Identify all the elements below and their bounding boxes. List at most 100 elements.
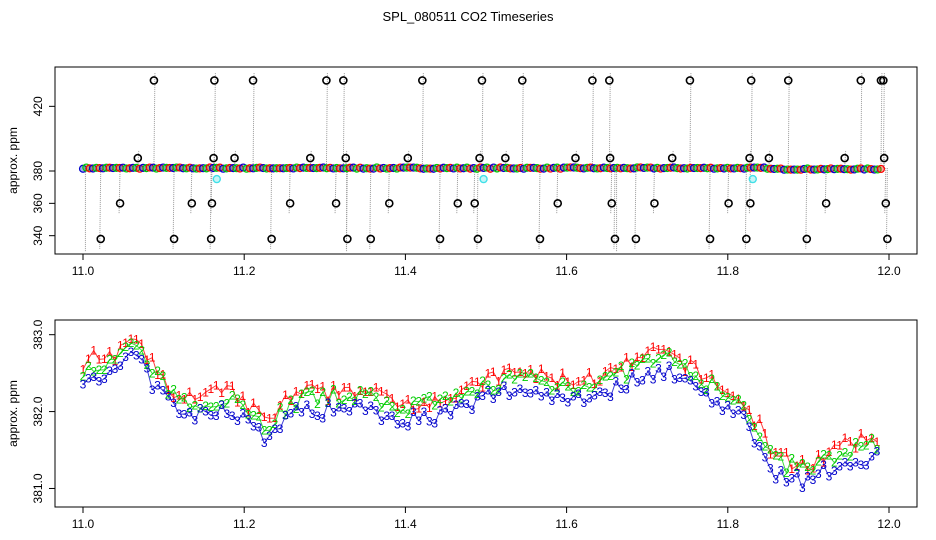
series-3-point: 3 (506, 389, 513, 403)
series-3-point: 3 (218, 398, 225, 412)
outlier-point (631, 234, 641, 244)
series-1-point: 1 (282, 388, 289, 402)
series-2-point: 2 (708, 372, 715, 386)
top-y-tick-label: 420 (31, 96, 45, 116)
series-3-point: 3 (463, 397, 470, 411)
series-3-point: 3 (106, 364, 113, 378)
series-3-point: 3 (394, 417, 401, 431)
series-2-point: 2 (309, 384, 316, 398)
series-3-point: 3 (868, 450, 875, 464)
spike-line (884, 168, 887, 214)
spike-line (342, 72, 345, 169)
series-2-point: 2 (852, 436, 859, 450)
series-2-point: 2 (474, 387, 481, 401)
series-2-point: 2 (639, 352, 646, 366)
series-2-point: 2 (799, 456, 806, 470)
series-3-point: 3 (842, 455, 849, 469)
series-1-point: 1 (591, 377, 598, 391)
outlier-point (783, 76, 793, 85)
series-1-point: 1 (618, 360, 625, 374)
series-1-point: 1 (719, 383, 726, 397)
outlier-point (821, 199, 831, 208)
series-2-point: 2 (772, 449, 779, 463)
series-2-point: 2 (703, 383, 710, 397)
top-y-tick-label: 340 (31, 225, 45, 245)
series-3-point: 3 (788, 472, 795, 486)
series-1-point: 1 (724, 386, 731, 400)
series-3-point: 3 (255, 421, 262, 435)
series-3-point: 3 (133, 348, 140, 362)
series-3-point: 3 (314, 409, 321, 423)
series-3-point: 3 (90, 370, 97, 384)
series-2-point: 2 (394, 406, 401, 420)
series-2-point: 2 (756, 430, 763, 444)
bottom-y-axis-label: approx. ppm (6, 380, 20, 447)
series-3-point: 3 (650, 373, 657, 387)
series-3-point: 3 (447, 409, 454, 423)
series-2-point: 2 (650, 356, 657, 370)
series-1-point: 1 (373, 381, 380, 395)
series-1-point: 1 (240, 389, 247, 403)
top-x-tick-label: 11.6 (555, 264, 578, 278)
series-1-point: 1 (874, 435, 881, 449)
outlier-point (248, 76, 258, 85)
series-3-point: 3 (820, 458, 827, 472)
series-2-point: 2 (559, 375, 566, 389)
series-1-point: 1 (511, 365, 518, 379)
series-3-point: 3 (634, 375, 641, 389)
series-2-point: 2 (389, 399, 396, 413)
series-3-point: 3 (591, 388, 598, 402)
series-3-point: 3 (325, 396, 332, 410)
outlier-point (206, 234, 216, 244)
series-3-point: 3 (501, 379, 508, 393)
series-1-point: 1 (144, 353, 151, 367)
series-2-point: 2 (778, 449, 785, 463)
series-1-point: 1 (868, 431, 875, 445)
outlier-point (742, 234, 751, 244)
series-2-point: 2 (287, 393, 294, 407)
spike-line (288, 168, 291, 214)
outlier-point (470, 199, 480, 208)
series-2-point: 2 (245, 407, 252, 421)
outlier-point (187, 199, 197, 208)
bottom-y-tick-label: 382.0 (31, 396, 45, 426)
series-1-point: 1 (842, 431, 849, 445)
series-2-point: 2 (660, 348, 667, 362)
series-3-point: 3 (612, 374, 619, 388)
series-3-point: 3 (474, 389, 481, 403)
series-1-point: 1 (756, 412, 763, 426)
series-2-point: 2 (788, 451, 795, 465)
series-2-point: 2 (469, 384, 476, 398)
series-2-point: 2 (581, 378, 588, 392)
series-2-point: 2 (80, 369, 87, 383)
series-1-point: 1 (213, 379, 220, 393)
spike-line (521, 72, 524, 169)
series-1-point: 1 (565, 375, 572, 389)
series-1-point: 1 (522, 367, 529, 381)
outlier-point (607, 199, 617, 208)
series-2-point: 2 (698, 377, 705, 391)
series-3-point: 3 (442, 401, 449, 415)
series-1-point: 1 (138, 337, 145, 351)
series-2-point: 2 (96, 363, 103, 377)
series-2-point: 2 (202, 399, 209, 413)
series-1-point: 1 (160, 367, 167, 381)
series-3-point: 3 (234, 414, 241, 428)
series-1-point: 1 (367, 385, 374, 399)
top-y-tick-label: 380 (31, 161, 45, 181)
series-3-point: 3 (495, 385, 502, 399)
series-1-point: 1 (192, 393, 199, 407)
series-1-point: 1 (250, 396, 257, 410)
series-2-point: 2 (575, 385, 582, 399)
series-3-point: 3 (858, 458, 865, 472)
series-1-point: 1 (437, 396, 444, 410)
series-1-point: 1 (383, 387, 390, 401)
bottom-x-tick-label: 11.4 (394, 517, 417, 531)
series-3-point: 3 (804, 469, 811, 483)
series-3-point: 3 (565, 396, 572, 410)
series-2-point: 2 (378, 401, 385, 415)
series-2-point: 2 (511, 373, 518, 387)
series-2-point: 2 (250, 409, 257, 423)
series-1-point: 1 (197, 390, 204, 404)
series-2-point: 2 (271, 417, 278, 431)
